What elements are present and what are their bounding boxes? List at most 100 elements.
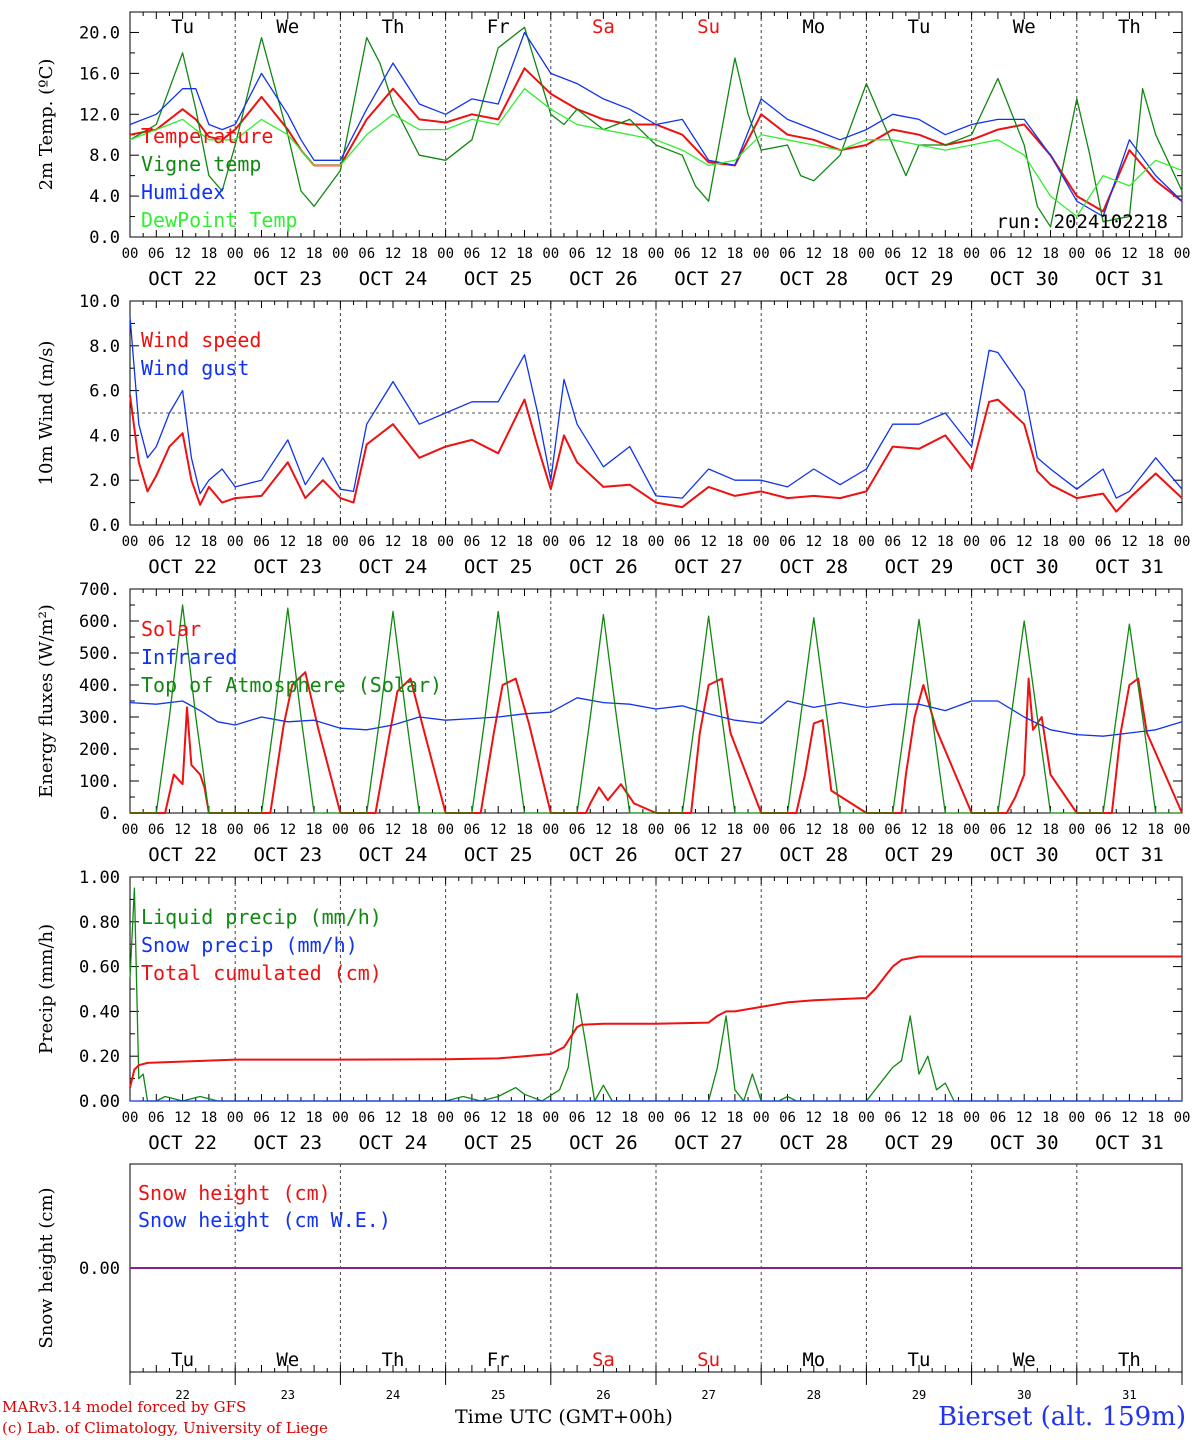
temp-y-tick-label: 16.0 bbox=[79, 64, 120, 84]
snow-day-label: Th bbox=[382, 1349, 405, 1371]
wind-hour-label: 12 bbox=[279, 534, 296, 550]
wind-hour-label: 12 bbox=[385, 534, 402, 550]
precip-hour-label: 00 bbox=[858, 1110, 875, 1126]
flux-hour-label: 06 bbox=[253, 822, 270, 838]
flux-legend-entry: Top of Atmosphere (Solar) bbox=[141, 673, 442, 697]
wind-hour-label: 06 bbox=[253, 534, 270, 550]
precip-series-total-cumulated-cm- bbox=[129, 955, 1182, 1088]
flux-date-label: OCT 28 bbox=[779, 844, 848, 866]
wind-hour-label: 00 bbox=[753, 534, 770, 550]
temp-hour-label: 00 bbox=[858, 246, 875, 262]
temp-y-tick-label: 4.0 bbox=[89, 187, 120, 207]
wind-hour-label: 18 bbox=[200, 534, 217, 550]
precip-y-tick-label: 0.20 bbox=[79, 1047, 120, 1067]
flux-hour-label: 12 bbox=[911, 822, 928, 838]
temp-date-label: OCT 25 bbox=[464, 268, 533, 290]
wind-y-tick-label: 8.0 bbox=[89, 337, 120, 357]
temp-date-label: OCT 23 bbox=[253, 268, 322, 290]
temp-y-axis-label: 2m Temp. (ºC) bbox=[36, 59, 57, 191]
temp-hour-label: 12 bbox=[805, 246, 822, 262]
wind-hour-label: 06 bbox=[884, 534, 901, 550]
precip-hour-label: 06 bbox=[569, 1110, 586, 1126]
temp-legend-entry: DewPoint Temp bbox=[141, 208, 298, 232]
precip-y-tick-label: 0.80 bbox=[79, 913, 120, 933]
temp-date-label: OCT 22 bbox=[148, 268, 217, 290]
temp-hour-label: 12 bbox=[174, 246, 191, 262]
precip-hour-label: 18 bbox=[832, 1110, 849, 1126]
temp-series-humidex bbox=[129, 31, 1183, 218]
temp-hour-label: 18 bbox=[411, 246, 428, 262]
flux-hour-label: 00 bbox=[332, 822, 349, 838]
precip-legend-entry: Liquid precip (mm/h) bbox=[141, 905, 382, 929]
flux-hour-label: 06 bbox=[358, 822, 375, 838]
flux-hour-label: 06 bbox=[674, 822, 691, 838]
wind-legend-entry: Wind speed bbox=[141, 328, 261, 352]
precip-hour-label: 00 bbox=[542, 1110, 559, 1126]
flux-hour-label: 00 bbox=[1174, 822, 1191, 838]
flux-legend-entry: Solar bbox=[141, 617, 201, 641]
wind-hour-label: 00 bbox=[332, 534, 349, 550]
temp-hour-label: 00 bbox=[753, 246, 770, 262]
temp-date-label: OCT 29 bbox=[885, 268, 954, 290]
wind-date-label: OCT 24 bbox=[359, 556, 428, 578]
flux-hour-label: 00 bbox=[437, 822, 454, 838]
wind-hour-label: 12 bbox=[911, 534, 928, 550]
precip-hour-label: 00 bbox=[227, 1110, 244, 1126]
snow-day-label: Fr bbox=[487, 1349, 510, 1371]
flux-hour-label: 12 bbox=[385, 822, 402, 838]
wind-hour-label: 18 bbox=[726, 534, 743, 550]
flux-hour-label: 00 bbox=[542, 822, 559, 838]
flux-hour-label: 12 bbox=[174, 822, 191, 838]
wind-hour-label: 00 bbox=[1174, 534, 1191, 550]
precip-hour-label: 18 bbox=[200, 1110, 217, 1126]
precip-y-axis-label: Precip (mm/h) bbox=[36, 924, 57, 1054]
wind-date-label: OCT 27 bbox=[674, 556, 743, 578]
station-name: Bierset (alt. 159m) bbox=[937, 1402, 1186, 1432]
temp-day-label: Sa bbox=[592, 16, 615, 38]
wind-hour-label: 18 bbox=[1042, 534, 1059, 550]
flux-hour-label: 18 bbox=[306, 822, 323, 838]
precip-date-label: OCT 30 bbox=[990, 1132, 1059, 1154]
flux-legend-entry: Infrared bbox=[141, 645, 237, 669]
snow-day-label: Tu bbox=[171, 1349, 194, 1371]
flux-series-top-of-atmosphere-solar- bbox=[130, 604, 1182, 814]
temp-hour-label: 00 bbox=[542, 246, 559, 262]
snow-day-label: Tu bbox=[908, 1349, 931, 1371]
temp-hour-label: 00 bbox=[963, 246, 980, 262]
snow-day-label: Th bbox=[1118, 1349, 1141, 1371]
flux-y-axis-label: Energy fluxes (W/m²) bbox=[36, 604, 57, 798]
wind-hour-label: 06 bbox=[463, 534, 480, 550]
precip-hour-label: 06 bbox=[779, 1110, 796, 1126]
bottom-day-number: 22 bbox=[175, 1388, 189, 1402]
temp-y-tick-label: 20.0 bbox=[79, 23, 120, 43]
flux-date-label: OCT 22 bbox=[148, 844, 217, 866]
temp-hour-label: 00 bbox=[1174, 246, 1191, 262]
snow-y-axis-label: Snow height (cm) bbox=[36, 1187, 57, 1348]
wind-hour-label: 12 bbox=[700, 534, 717, 550]
flux-hour-label: 12 bbox=[279, 822, 296, 838]
precip-hour-label: 00 bbox=[332, 1110, 349, 1126]
temp-date-label: OCT 30 bbox=[990, 268, 1059, 290]
temp-hour-label: 18 bbox=[516, 246, 533, 262]
flux-y-tick-label: 700. bbox=[79, 580, 120, 600]
wind-hour-label: 18 bbox=[832, 534, 849, 550]
wind-date-label: OCT 23 bbox=[253, 556, 322, 578]
flux-hour-label: 06 bbox=[148, 822, 165, 838]
flux-hour-label: 12 bbox=[1016, 822, 1033, 838]
flux-date-label: OCT 25 bbox=[464, 844, 533, 866]
precip-hour-label: 12 bbox=[700, 1110, 717, 1126]
flux-hour-label: 06 bbox=[1095, 822, 1112, 838]
precip-hour-label: 00 bbox=[963, 1110, 980, 1126]
precip-legend-entry: Total cumulated (cm) bbox=[141, 961, 382, 985]
temp-hour-label: 12 bbox=[911, 246, 928, 262]
wind-hour-label: 00 bbox=[542, 534, 559, 550]
precip-hour-label: 06 bbox=[674, 1110, 691, 1126]
temp-hour-label: 18 bbox=[200, 246, 217, 262]
precip-hour-label: 00 bbox=[437, 1110, 454, 1126]
temp-hour-label: 06 bbox=[569, 246, 586, 262]
temp-hour-label: 00 bbox=[648, 246, 665, 262]
precip-hour-label: 12 bbox=[385, 1110, 402, 1126]
temp-day-label: Fr bbox=[487, 16, 510, 38]
temp-day-label: We bbox=[1013, 16, 1036, 38]
flux-hour-label: 12 bbox=[595, 822, 612, 838]
